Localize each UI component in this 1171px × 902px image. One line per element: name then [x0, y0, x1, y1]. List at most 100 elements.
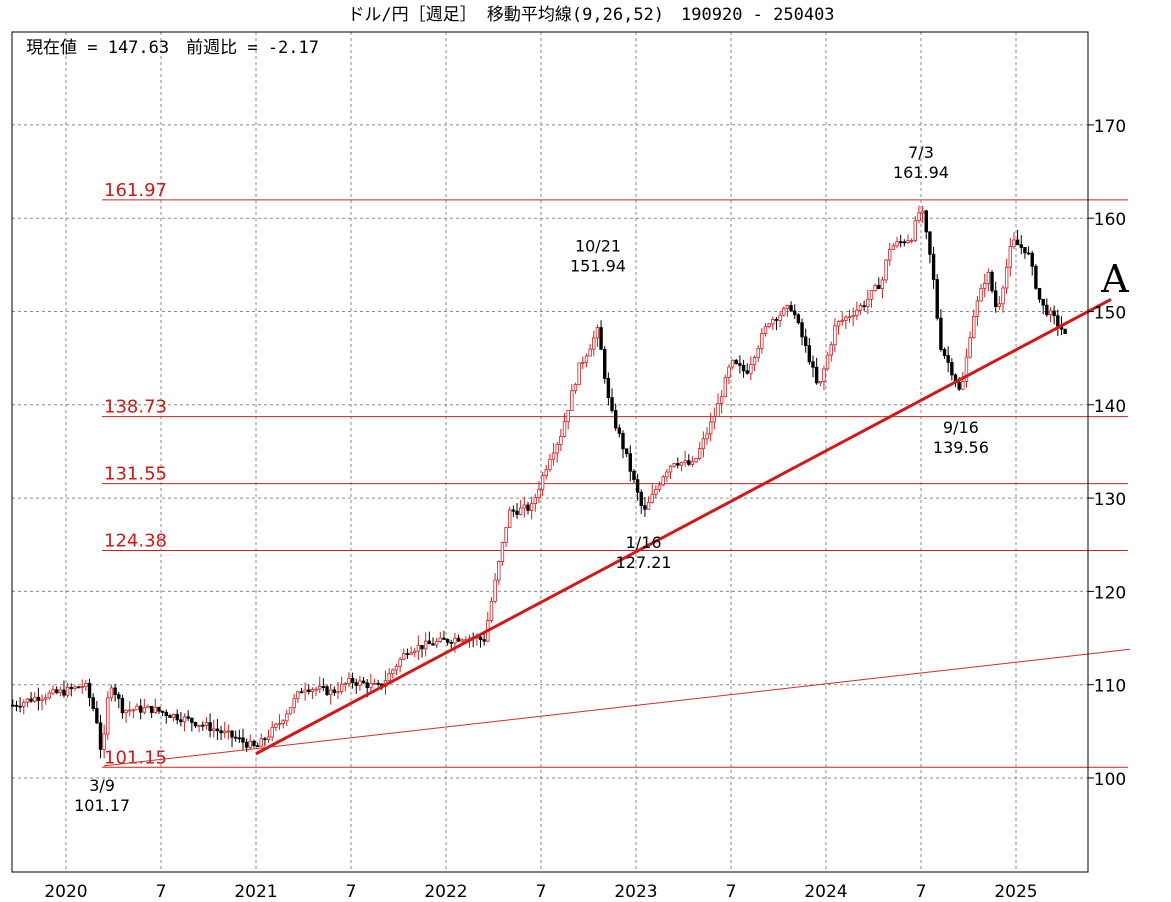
candle-body: [782, 308, 786, 316]
candle-body: [138, 705, 143, 713]
candle-body: [405, 653, 410, 655]
candle-body: [570, 390, 574, 411]
candle-body: [562, 421, 567, 437]
candle-body: [215, 728, 220, 732]
candle-body: [128, 709, 132, 712]
candle-body: [296, 691, 300, 700]
candle-body: [690, 461, 695, 465]
candle-body: [840, 319, 844, 322]
level-label-124.38: 124.38: [104, 531, 167, 552]
candle-body: [131, 709, 136, 712]
candle-body: [277, 723, 282, 725]
candle-body: [913, 220, 917, 241]
marker-letter-a: A: [1100, 257, 1129, 301]
candle-body: [862, 305, 866, 308]
candle-body: [336, 691, 340, 694]
candle-body: [551, 452, 556, 460]
candle-body: [825, 354, 830, 370]
annotation-value: 101.17: [74, 796, 130, 815]
candle-body: [259, 738, 263, 747]
candle-body: [654, 489, 658, 495]
candle-body: [719, 396, 724, 404]
candle-body: [493, 579, 497, 602]
candle-body: [226, 730, 231, 733]
plot-frame: [11, 31, 1089, 873]
candle-body: [1052, 310, 1056, 317]
candle-body: [924, 210, 928, 233]
candle-body: [58, 689, 62, 694]
candle-body: [763, 326, 768, 334]
candle-body: [387, 673, 391, 682]
candle-body: [734, 359, 738, 364]
level-label-138.73: 138.73: [104, 397, 167, 418]
candle-body: [997, 303, 1002, 307]
candle-body: [613, 410, 618, 429]
candle-body: [497, 561, 501, 581]
candle-body: [292, 698, 296, 709]
candle-body: [880, 279, 885, 289]
candle-body: [621, 433, 625, 450]
candle-body: [248, 740, 252, 748]
candle-body: [833, 325, 837, 346]
candle-body: [91, 697, 95, 709]
candle-body: [343, 683, 347, 686]
candle-body: [204, 722, 209, 726]
candle-body: [33, 696, 37, 702]
candle-body: [708, 421, 713, 435]
candle-body: [931, 253, 936, 280]
candle-body: [310, 689, 315, 692]
candle-body: [529, 503, 534, 511]
x-tick-label-2022: 2022: [424, 882, 467, 902]
candle-body: [518, 507, 523, 515]
candle-body: [559, 436, 563, 445]
candle-body: [62, 689, 66, 696]
candle-body: [906, 240, 910, 244]
level-lines: 161.97 138.73 131.55 124.38 101.15: [102, 180, 1128, 768]
candle-body: [902, 241, 907, 244]
candle-body: [679, 462, 684, 466]
candle-body: [803, 336, 808, 346]
y-tick-label-120: 120: [1094, 583, 1126, 603]
candle-body: [314, 688, 318, 691]
candle-body: [888, 248, 892, 261]
candle-body: [657, 484, 662, 490]
candle-body: [1012, 239, 1016, 248]
annotation-value: 127.21: [616, 553, 672, 572]
candle-body: [489, 600, 494, 621]
trendline-main-uptrend: [255, 298, 1112, 756]
candle-body: [730, 359, 735, 368]
candle-body: [416, 645, 421, 652]
candle-body: [168, 715, 172, 718]
candle-body: [47, 692, 52, 699]
candle-body: [328, 689, 333, 696]
candle-body: [785, 305, 790, 310]
x-tick-label-2020: 2020: [44, 882, 87, 902]
candle-body: [212, 728, 216, 731]
candle-body: [774, 318, 779, 321]
candle-body: [84, 682, 88, 687]
x-tick-label-2025: 2025: [994, 882, 1037, 902]
candle-body: [796, 314, 801, 324]
candle-body: [124, 709, 128, 714]
candle-body: [285, 713, 289, 722]
y-tick-label-170: 170: [1094, 117, 1126, 137]
candle-body: [829, 344, 833, 356]
candle-body: [69, 687, 73, 689]
candle-body: [288, 707, 293, 715]
annotation-date: 9/16: [943, 418, 979, 437]
candle-body: [727, 366, 731, 378]
level-label-131.55: 131.55: [104, 464, 167, 485]
candle-body: [427, 640, 432, 645]
candle-body: [1030, 252, 1034, 267]
candle-body: [179, 719, 183, 723]
candle-body: [482, 639, 486, 642]
candle-body: [694, 458, 698, 463]
candle-body: [676, 463, 680, 466]
candle-body: [376, 682, 380, 685]
candle-body: [793, 310, 797, 316]
candle-body: [716, 403, 720, 417]
candle-body: [920, 210, 925, 214]
candle-body: [372, 682, 377, 685]
candle-body: [18, 705, 22, 708]
